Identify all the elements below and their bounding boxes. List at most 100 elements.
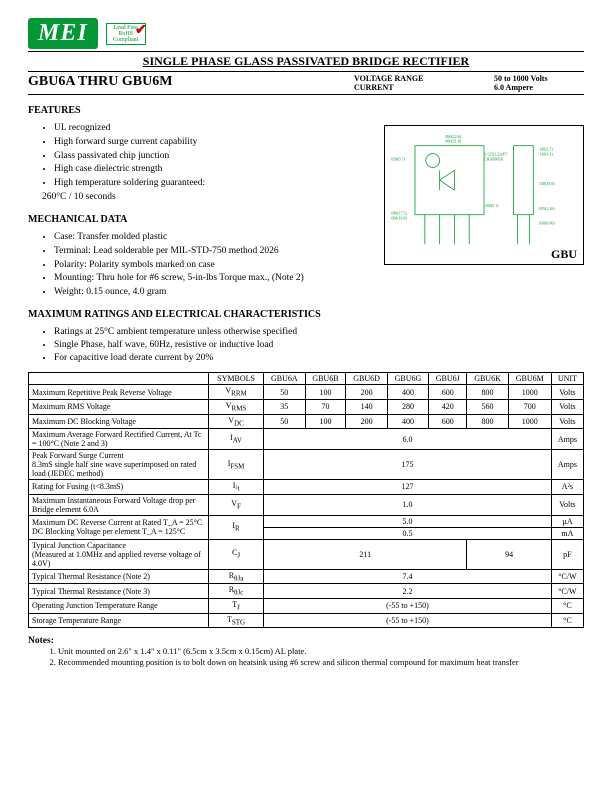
- val: 1000: [508, 385, 551, 400]
- note-item: Recommended mounting position is to bolt…: [58, 657, 584, 668]
- unit: Volts: [551, 414, 583, 429]
- val: 200: [346, 385, 387, 400]
- features-heading: FEATURES: [28, 105, 584, 116]
- symbol: RθJa: [209, 569, 264, 584]
- leadfree-badge: ✔ Lead Free RoHS Compliant: [106, 23, 146, 45]
- logo-row: MEI ✔ Lead Free RoHS Compliant: [28, 18, 584, 49]
- mei-logo: MEI: [28, 18, 98, 49]
- val: 211: [264, 539, 467, 569]
- row-label: Maximum Instantaneous Forward Voltage dr…: [29, 494, 209, 515]
- val: 800: [467, 385, 508, 400]
- feature-item: Glass passivated chip junction: [54, 150, 348, 163]
- row-label: Rating for Fusing (t<8.3mS): [29, 480, 209, 495]
- val: 200: [346, 414, 387, 429]
- row-label: Maximum RMS Voltage: [29, 399, 209, 414]
- row-label: Typical Junction Capacitance(Measured at…: [29, 539, 209, 569]
- unit: mA: [551, 527, 583, 539]
- feature-item: High forward surge current capability: [54, 136, 348, 149]
- voltage-range-val: 50 to 1000 Volts: [494, 74, 584, 83]
- symbol: VF: [209, 494, 264, 515]
- val: 800: [467, 414, 508, 429]
- mech-item: Polarity: Polarity symbols marked on cas…: [54, 259, 348, 272]
- feature-item: 260°C / 10 seconds: [42, 191, 348, 204]
- val: 280: [387, 399, 428, 414]
- table-head-row: SYMBOLS GBU6A GBU6B GBU6D GBU6G GBU6J GB…: [29, 373, 584, 385]
- package-diagram: .890(22.6) .860(21.8) 0.125(3.2)x45° CHA…: [384, 125, 584, 265]
- row-label: Maximum Repetitive Peak Reverse Voltage: [29, 385, 209, 400]
- val: 0.5: [264, 527, 552, 539]
- unit: Volts: [551, 385, 583, 400]
- symbol: VDC: [209, 414, 264, 429]
- note-item: Unit mounted on 2.6" x 1.4" x 0.11" (6.5…: [58, 646, 584, 657]
- val: 1000: [508, 414, 551, 429]
- feature-item: High case dielectric strength: [54, 163, 348, 176]
- row-label: Peak Forward Surge Current8.3mS single h…: [29, 450, 209, 480]
- val: 100: [305, 414, 346, 429]
- unit: °C: [551, 613, 583, 628]
- row-label: Operating Junction Temperature Range: [29, 598, 209, 613]
- val: 560: [467, 399, 508, 414]
- val: (-55 to +150): [264, 613, 552, 628]
- val: 7.4: [264, 569, 552, 584]
- symbol: VRRM: [209, 385, 264, 400]
- val: 600: [429, 414, 467, 429]
- val: 400: [387, 385, 428, 400]
- col-part: GBU6K: [467, 373, 508, 385]
- symbol: VRMS: [209, 399, 264, 414]
- svg-text:.028(0.7): .028(0.7): [390, 157, 405, 162]
- val: 600: [429, 385, 467, 400]
- val: 175: [264, 450, 552, 480]
- unit: pF: [551, 539, 583, 569]
- svg-text:.660(16.8): .660(16.8): [390, 216, 407, 221]
- symbol: I²t: [209, 480, 264, 495]
- col-unit: UNIT: [551, 373, 583, 385]
- val: 35: [264, 399, 305, 414]
- notes-heading: Notes:: [28, 636, 584, 646]
- val: 100: [305, 385, 346, 400]
- mech-item: Terminal: Lead solderable per MIL-STD-75…: [54, 245, 348, 258]
- unit: Amps: [551, 429, 583, 450]
- unit: °C/W: [551, 569, 583, 584]
- max-intro-item: Ratings at 25°C ambient temperature unle…: [54, 326, 584, 339]
- val: 50: [264, 385, 305, 400]
- val: (-55 to +150): [264, 598, 552, 613]
- unit: µA: [551, 515, 583, 527]
- mech-item: Weight: 0.15 ounce, 4.0 gram: [54, 286, 348, 299]
- unit: A²s: [551, 480, 583, 495]
- val: 400: [387, 414, 428, 429]
- val: 127: [264, 480, 552, 495]
- val: 70: [305, 399, 346, 414]
- page-title: SINGLE PHASE GLASS PASSIVATED BRIDGE REC…: [28, 54, 584, 69]
- row-label: Storage Temperature Range: [29, 613, 209, 628]
- current-val: 6.0 Ampere: [494, 83, 584, 92]
- current-label: CURRENT: [354, 83, 494, 92]
- symbol: TSTG: [209, 613, 264, 628]
- svg-text:.030(0.80): .030(0.80): [538, 221, 555, 226]
- max-intro: Ratings at 25°C ambient temperature unle…: [28, 326, 584, 364]
- symbol: CJ: [209, 539, 264, 569]
- symbol: TJ: [209, 598, 264, 613]
- check-icon: ✔: [135, 22, 147, 39]
- val: 6.0: [264, 429, 552, 450]
- symbol: RθJc: [209, 584, 264, 599]
- max-heading: MAXIMUM RATINGS AND ELECTRICAL CHARACTER…: [28, 309, 584, 320]
- unit: Volts: [551, 399, 583, 414]
- divider: [28, 51, 584, 52]
- spec-values: 50 to 1000 Volts 6.0 Ampere: [494, 74, 584, 92]
- mech-item: Mounting: Thru hole for #6 screw, 5-in-l…: [54, 272, 348, 285]
- svg-text:.130(3.3): .130(3.3): [538, 152, 553, 157]
- part-range: GBU6A THRU GBU6M: [28, 74, 354, 92]
- header-row: GBU6A THRU GBU6M VOLTAGE RANGE CURRENT 5…: [28, 71, 584, 95]
- notes-list: Unit mounted on 2.6" x 1.4" x 0.11" (6.5…: [28, 646, 584, 668]
- svg-text:.095(2.16): .095(2.16): [538, 206, 555, 211]
- col-part: GBU6G: [387, 373, 428, 385]
- val: 50: [264, 414, 305, 429]
- unit: Volts: [551, 494, 583, 515]
- mech-item: Case: Transfer molded plastic: [54, 231, 348, 244]
- row-label: Maximum Average Forward Rectified Curren…: [29, 429, 209, 450]
- spec-labels: VOLTAGE RANGE CURRENT: [354, 74, 494, 92]
- val: 1.0: [264, 494, 552, 515]
- col-part: GBU6J: [429, 373, 467, 385]
- val: 140: [346, 399, 387, 414]
- symbol: IFSM: [209, 450, 264, 480]
